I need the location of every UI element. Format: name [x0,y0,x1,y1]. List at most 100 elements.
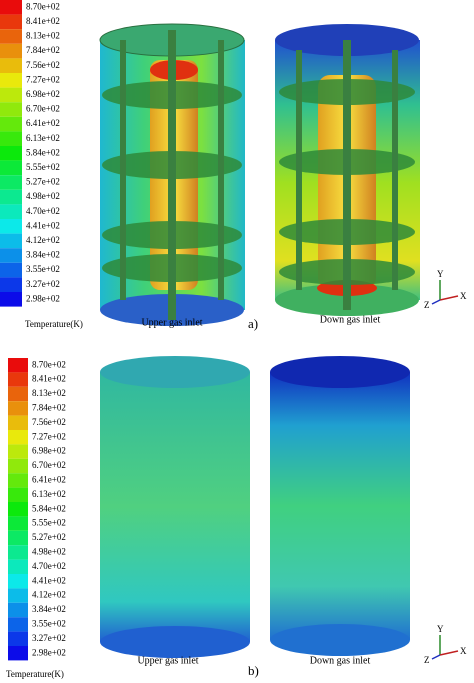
colorbar-cell [8,430,28,445]
colorbar-cell [0,248,22,263]
colorbar-cell [8,530,28,546]
colorbar-label: 6.98e+02 [26,89,60,99]
cylinder-upper-b [100,356,250,658]
axis-label: Y [437,624,444,634]
axis-z [431,299,441,305]
axis-x [439,295,459,301]
colorbar-label: 6.98e+02 [32,446,66,456]
colorbar-label: 3.27e+02 [26,279,60,289]
colorbar-label: 4.98e+02 [32,546,66,556]
colorbar-label: 6.70e+02 [26,104,60,114]
colorbar-label: 7.56e+02 [26,60,60,70]
colorbar-label: 5.84e+02 [32,503,66,513]
colorbar-cell [0,160,22,176]
colorbar-label: 8.41e+02 [32,374,66,384]
colorbar-label: 3.84e+02 [32,604,66,614]
colorbar-cell [8,487,28,502]
colorbar-cell [0,102,22,117]
colorbar-cell [8,545,28,560]
colorbar-label: 4.12e+02 [26,235,60,245]
colorbar-label: 7.27e+02 [26,74,60,84]
colorbar-cell [0,175,22,190]
colorbar-cell [0,29,22,44]
colorbar-cell [0,292,22,307]
colorbar-label: 5.55e+02 [32,518,66,528]
colorbar-cell [0,116,22,132]
colorbar-label: 5.27e+02 [32,532,66,542]
colorbar-label: 4.70e+02 [32,561,66,571]
colorbar-label: 4.98e+02 [26,191,60,201]
colorbar-label: 7.84e+02 [26,45,60,55]
colorbar-label: 2.98e+02 [26,293,60,303]
colorbar-label: 6.41e+02 [26,118,60,128]
colorbar-label: 5.55e+02 [26,162,60,172]
caption: Upper gas inlet [137,655,198,666]
colorbar-cell [8,516,28,531]
colorbar-cell [0,58,22,73]
colorbar-cell [8,358,28,373]
colorbar-label: 6.70e+02 [32,460,66,470]
colorbar-cell [8,588,28,603]
colorbar-cell [8,458,28,474]
colorbar-label: 3.84e+02 [26,250,60,260]
axis-label: Z [424,300,430,310]
colorbar-cell [0,277,22,292]
colorbar-label: 6.13e+02 [26,133,60,143]
colorbar-label: 4.12e+02 [32,590,66,600]
colorbar-title: Temperature(K) [6,669,64,679]
colorbar-cell [8,559,28,574]
colorbar-label: 3.55e+02 [26,264,60,274]
colorbar-cell [0,219,22,234]
colorbar-cell [8,473,28,488]
caption: Down gas inlet [320,314,381,325]
colorbar-cell [0,262,22,278]
colorbar-label: 8.13e+02 [32,388,66,398]
colorbar-cell [0,43,22,59]
colorbar-label: 8.70e+02 [32,359,66,369]
colorbar-label: 8.70e+02 [26,1,60,11]
axis-label: Z [424,655,430,665]
caption: Down gas inlet [310,655,371,666]
colorbar-label: 8.41e+02 [26,16,60,26]
colorbar-cell [8,631,28,646]
colorbar-cell [8,646,28,661]
colorbar-cell [0,14,22,30]
colorbar-cell [8,415,28,430]
colorbar-cell [8,444,28,459]
panel-label: b) [248,663,259,678]
colorbar-cell [0,146,22,161]
colorbar-cell [8,602,28,618]
axis-label: X [460,646,467,656]
colorbar-label: 2.98e+02 [32,647,66,657]
cylinder-down-b [270,356,410,656]
colorbar-label: 4.41e+02 [32,575,66,585]
colorbar-cell [8,372,28,387]
axis-z [431,654,441,660]
axis-label: X [460,291,467,301]
colorbar-label: 7.84e+02 [32,402,66,412]
colorbar-cell [8,401,28,416]
colorbar-cell [0,233,22,249]
colorbar-label: 5.84e+02 [26,147,60,157]
cylinder-down-a [275,24,420,316]
colorbar-cell [0,189,22,205]
colorbar-cell [8,502,28,517]
colorbar-label: 3.55e+02 [32,618,66,628]
colorbar-cell [8,574,28,589]
colorbar-title: Temperature(K) [25,319,83,329]
colorbar-cell [8,617,28,632]
colorbar-cell [8,386,28,402]
caption: Upper gas inlet [141,317,202,328]
cylinder-upper-a [99,23,245,326]
axis-x [439,650,459,656]
panel-label: a) [248,316,258,331]
colorbar-cell [0,0,22,15]
colorbar-label: 4.41e+02 [26,220,60,230]
colorbar-label: 8.13e+02 [26,31,60,41]
colorbar-cell [0,73,22,88]
colorbar-label: 6.41e+02 [32,474,66,484]
colorbar-label: 7.56e+02 [32,417,66,427]
colorbar-label: 3.27e+02 [32,633,66,643]
colorbar-label: 6.13e+02 [32,489,66,499]
